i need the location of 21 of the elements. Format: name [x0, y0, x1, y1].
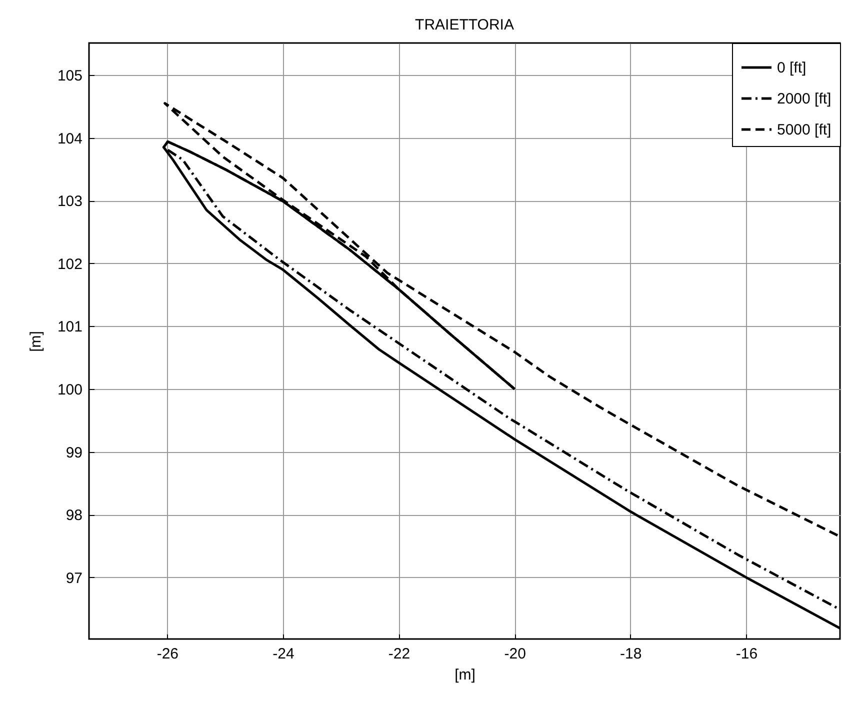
y-tick-label: 101 [57, 318, 82, 336]
y-tick-label: 97 [66, 570, 82, 587]
y-tick-label: 99 [66, 444, 82, 462]
x-tick-label: -16 [736, 646, 758, 662]
x-tick-label: -20 [504, 646, 526, 662]
x-tick-label: -26 [156, 646, 179, 662]
y-tick-label: 100 [57, 382, 82, 399]
legend-label: 5000 [ft] [777, 122, 832, 138]
chart-title: TRAIETTORIA [415, 16, 514, 34]
y-axis-title: [m] [27, 331, 44, 352]
y-tick-label: 104 [57, 130, 82, 148]
x-tick-label: -18 [620, 646, 642, 662]
x-tick-label: -24 [272, 646, 294, 662]
legend-label: 0 [ft] [777, 60, 806, 76]
x-axis-title: [m] [454, 666, 476, 684]
y-tick-label: 103 [57, 193, 82, 210]
y-tick-label: 102 [57, 256, 82, 273]
x-tick-label: -22 [388, 646, 410, 662]
y-tick-label: 105 [57, 68, 82, 85]
legend-label: 2000 [ft] [777, 90, 832, 108]
y-tick-label: 98 [66, 507, 82, 524]
